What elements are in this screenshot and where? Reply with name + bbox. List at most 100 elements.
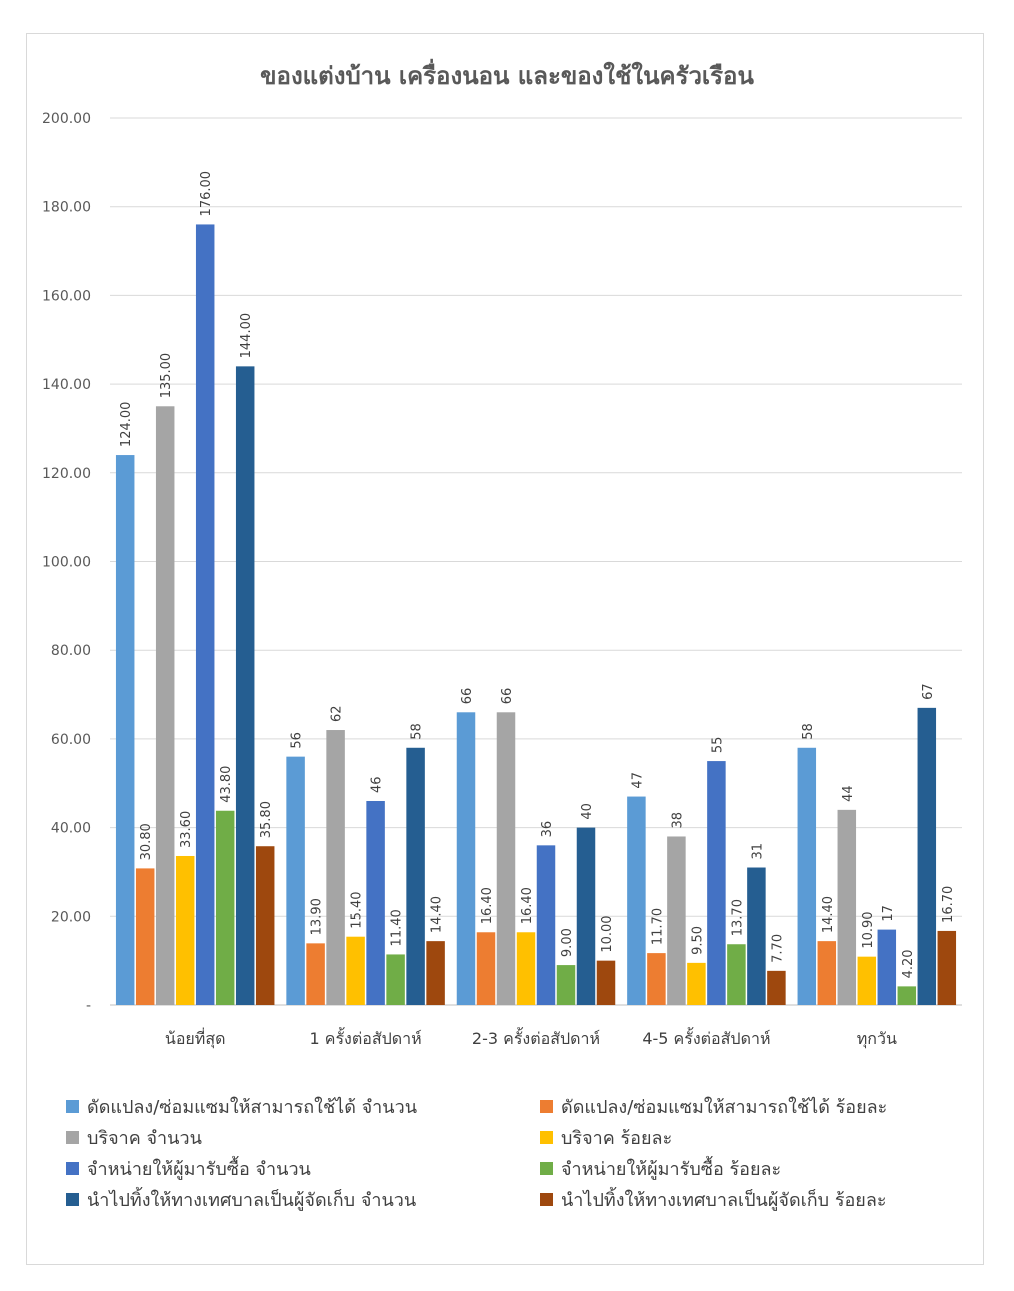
bar [877, 929, 897, 1005]
bar [346, 936, 365, 1005]
legend-item: จำหน่ายให้ผู้มารับซื้อ ร้อยละ [540, 1154, 781, 1183]
data-label: 9.50 [690, 926, 705, 955]
bar [627, 796, 646, 1005]
bar [747, 867, 766, 1005]
legend-label: บริจาค ร้อยละ [561, 1128, 673, 1149]
y-tick-label: 180.00 [42, 200, 91, 216]
bar [496, 712, 516, 1005]
y-tick-label: 20.00 [51, 909, 91, 925]
legend-swatch [540, 1100, 553, 1113]
data-label: 9.00 [560, 928, 575, 957]
y-tick-label: 200.00 [42, 111, 91, 127]
bar [707, 761, 726, 1005]
legend-label: นำไปทิ้งให้ทางเทศบาลเป็นผู้จัดเก็บ จำนวน [87, 1190, 417, 1211]
legend-item: นำไปทิ้งให้ทางเทศบาลเป็นผู้จัดเก็บ ร้อยล… [540, 1185, 887, 1214]
data-label: 67 [921, 683, 936, 700]
bar [516, 932, 536, 1005]
data-label: 55 [710, 737, 725, 754]
y-tick-label: 160.00 [42, 288, 91, 304]
x-tick-label: 1 ครั้งต่อสัปดาห์ [309, 1027, 421, 1048]
data-label: 16.40 [520, 887, 535, 924]
y-tick-label: - [86, 998, 91, 1014]
data-label: 16.40 [480, 887, 495, 924]
legend-label: ดัดแปลง/ซ่อมแซมให้สามารถใช้ได้ จำนวน [87, 1097, 417, 1118]
bar [135, 868, 155, 1005]
data-label: 135.00 [159, 353, 174, 399]
bar [115, 455, 135, 1005]
data-label: 33.60 [179, 811, 194, 848]
y-tick-label: 40.00 [51, 821, 91, 837]
legend-swatch [66, 1193, 79, 1206]
bar [306, 943, 325, 1005]
data-label: 11.40 [390, 909, 405, 946]
data-label: 176.00 [199, 171, 214, 217]
bar [406, 747, 425, 1005]
bar [767, 970, 786, 1005]
legend-label: ดัดแปลง/ซ่อมแซมให้สามารถใช้ได้ ร้อยละ [561, 1097, 888, 1118]
data-label: 17 [881, 905, 896, 922]
bar [596, 960, 616, 1005]
legend-swatch [540, 1131, 553, 1144]
data-label: 144.00 [239, 313, 254, 359]
data-label: 15.40 [350, 891, 365, 928]
data-label: 35.80 [259, 801, 274, 838]
bar [937, 930, 957, 1005]
bar [255, 846, 275, 1005]
legend-swatch [66, 1100, 79, 1113]
data-label: 47 [630, 772, 645, 789]
legend-label: จำหน่ายให้ผู้มารับซื้อ ร้อยละ [561, 1159, 782, 1180]
data-label: 56 [290, 732, 305, 749]
data-label: 40 [580, 803, 595, 820]
bar [476, 932, 496, 1005]
data-label: 14.40 [430, 896, 445, 933]
legend-swatch [540, 1162, 553, 1175]
data-label: 62 [330, 705, 345, 722]
chart-plot: - 20.00 40.00 60.00 80.00 100.00 120.00 140.00 1… [42, 111, 962, 1049]
bar [917, 707, 937, 1005]
y-tick-label: 140.00 [42, 377, 91, 393]
data-label: 10.00 [600, 915, 615, 952]
x-tick-label: 2-3 ครั้งต่อสัปดาห์ [472, 1027, 600, 1048]
data-label: 43.80 [219, 766, 234, 803]
y-tick-label: 80.00 [51, 643, 91, 659]
bar [326, 730, 345, 1005]
bar [857, 956, 877, 1005]
x-tick-label: ทุกวัน [857, 1029, 897, 1049]
bar [687, 962, 706, 1005]
bar [195, 224, 215, 1005]
bar [817, 941, 837, 1005]
bar [155, 406, 175, 1005]
bar [576, 827, 596, 1005]
data-label: 7.70 [770, 934, 785, 963]
data-label: 13.70 [730, 899, 745, 936]
y-tick-label: 100.00 [42, 555, 91, 571]
bar [727, 944, 746, 1005]
bar [647, 953, 666, 1005]
bar [667, 836, 686, 1005]
data-label: 30.80 [139, 823, 154, 860]
data-label: 66 [460, 688, 475, 705]
bar [426, 941, 445, 1005]
bar [215, 810, 235, 1005]
y-tick-label: 60.00 [51, 732, 91, 748]
legend-item: จำหน่ายให้ผู้มารับซื้อ จำนวน [66, 1154, 311, 1183]
legend-swatch [66, 1131, 79, 1144]
chart-frame [26, 33, 984, 1265]
data-label: 38 [670, 812, 685, 829]
bar [235, 366, 255, 1005]
data-label: 10.90 [861, 911, 876, 948]
legend-item: ดัดแปลง/ซ่อมแซมให้สามารถใช้ได้ จำนวน [66, 1092, 417, 1121]
y-tick-label: 120.00 [42, 466, 91, 482]
data-label: 16.70 [941, 886, 956, 923]
bar [837, 809, 857, 1005]
legend-label: นำไปทิ้งให้ทางเทศบาลเป็นผู้จัดเก็บ ร้อยล… [561, 1190, 887, 1211]
bar [456, 712, 476, 1005]
data-label: 46 [370, 776, 385, 793]
legend-item: บริจาค ร้อยละ [540, 1123, 672, 1152]
bar [536, 845, 556, 1005]
legend-swatch [66, 1162, 79, 1175]
bar [366, 800, 385, 1005]
data-label: 13.90 [310, 898, 325, 935]
data-label: 58 [410, 723, 425, 740]
data-label: 11.70 [650, 908, 665, 945]
